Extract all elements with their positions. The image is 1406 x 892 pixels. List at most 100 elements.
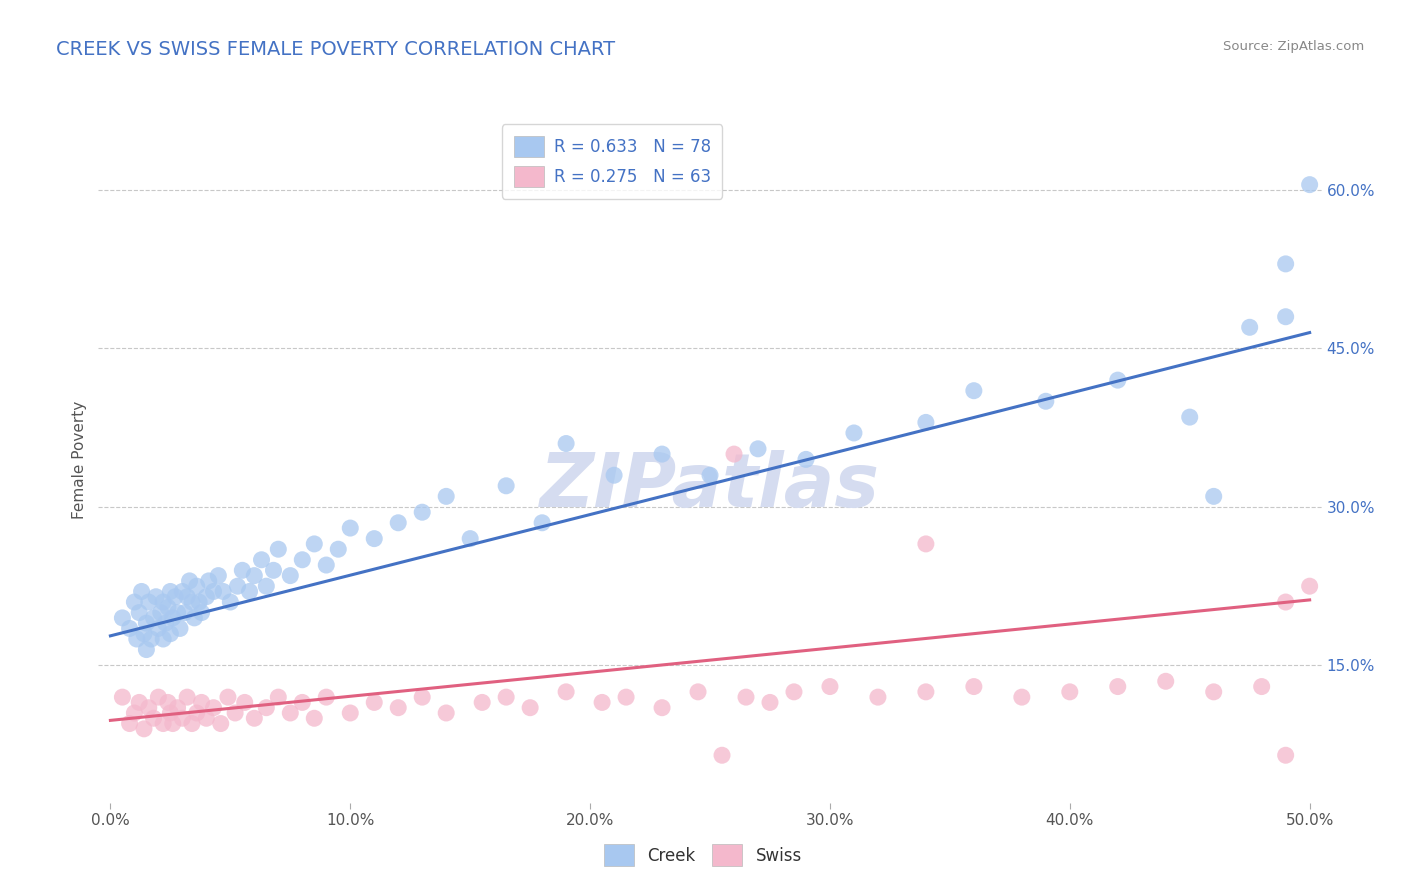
Point	[149, 606, 172, 620]
Point	[735, 690, 758, 705]
Point	[495, 479, 517, 493]
Point	[963, 384, 986, 398]
Point	[159, 706, 181, 720]
Point	[128, 695, 150, 709]
Point	[291, 695, 314, 709]
Point	[172, 584, 194, 599]
Point	[531, 516, 554, 530]
Point	[179, 574, 201, 588]
Point	[141, 632, 163, 646]
Point	[603, 468, 626, 483]
Point	[411, 690, 433, 705]
Point	[159, 626, 181, 640]
Point	[783, 685, 806, 699]
Point	[188, 595, 211, 609]
Point	[148, 690, 170, 705]
Point	[226, 579, 249, 593]
Point	[759, 695, 782, 709]
Point	[278, 706, 301, 720]
Point	[1202, 685, 1225, 699]
Point	[183, 611, 205, 625]
Point	[915, 537, 938, 551]
Point	[181, 595, 204, 609]
Point	[651, 700, 673, 714]
Point	[794, 452, 817, 467]
Point	[818, 680, 841, 694]
Point	[1059, 685, 1081, 699]
Point	[131, 584, 153, 599]
Point	[254, 700, 277, 714]
Point	[328, 542, 350, 557]
Point	[267, 690, 290, 705]
Point	[555, 436, 578, 450]
Point	[162, 611, 184, 625]
Point	[165, 590, 187, 604]
Point	[197, 574, 219, 588]
Point	[1035, 394, 1057, 409]
Text: ZIPatlas: ZIPatlas	[540, 450, 880, 524]
Legend: Creek, Swiss: Creek, Swiss	[591, 831, 815, 880]
Point	[125, 632, 148, 646]
Point	[1239, 320, 1261, 334]
Point	[250, 553, 273, 567]
Point	[166, 700, 188, 714]
Point	[156, 600, 179, 615]
Point	[1154, 674, 1177, 689]
Point	[166, 606, 188, 620]
Legend: R = 0.633   N = 78, R = 0.275   N = 63: R = 0.633 N = 78, R = 0.275 N = 63	[502, 124, 723, 199]
Point	[304, 537, 326, 551]
Point	[209, 716, 232, 731]
Point	[711, 748, 734, 763]
Point	[152, 716, 174, 731]
Point	[315, 558, 337, 572]
Point	[159, 584, 181, 599]
Point	[111, 611, 134, 625]
Point	[202, 700, 225, 714]
Point	[132, 722, 155, 736]
Point	[699, 468, 721, 483]
Point	[132, 626, 155, 640]
Point	[169, 622, 191, 636]
Point	[190, 606, 212, 620]
Point	[233, 695, 256, 709]
Point	[207, 568, 229, 582]
Point	[1178, 410, 1201, 425]
Point	[555, 685, 578, 699]
Point	[156, 695, 179, 709]
Point	[434, 706, 457, 720]
Point	[915, 416, 938, 430]
Point	[591, 695, 613, 709]
Point	[1011, 690, 1033, 705]
Point	[315, 690, 337, 705]
Point	[118, 622, 141, 636]
Point	[339, 706, 361, 720]
Point	[231, 563, 253, 577]
Point	[963, 680, 986, 694]
Point	[458, 532, 481, 546]
Point	[118, 716, 141, 731]
Point	[111, 690, 134, 705]
Point	[363, 695, 385, 709]
Point	[915, 685, 938, 699]
Point	[1298, 579, 1320, 593]
Point	[195, 711, 218, 725]
Point	[434, 489, 457, 503]
Point	[195, 590, 218, 604]
Point	[190, 695, 212, 709]
Point	[138, 700, 160, 714]
Point	[1250, 680, 1272, 694]
Point	[176, 690, 198, 705]
Point	[411, 505, 433, 519]
Point	[238, 584, 260, 599]
Point	[723, 447, 745, 461]
Point	[142, 711, 165, 725]
Point	[128, 606, 150, 620]
Point	[176, 590, 198, 604]
Point	[124, 595, 146, 609]
Point	[155, 616, 177, 631]
Point	[181, 716, 204, 731]
Point	[1274, 748, 1296, 763]
Point	[339, 521, 361, 535]
Point	[172, 711, 194, 725]
Point	[219, 595, 242, 609]
